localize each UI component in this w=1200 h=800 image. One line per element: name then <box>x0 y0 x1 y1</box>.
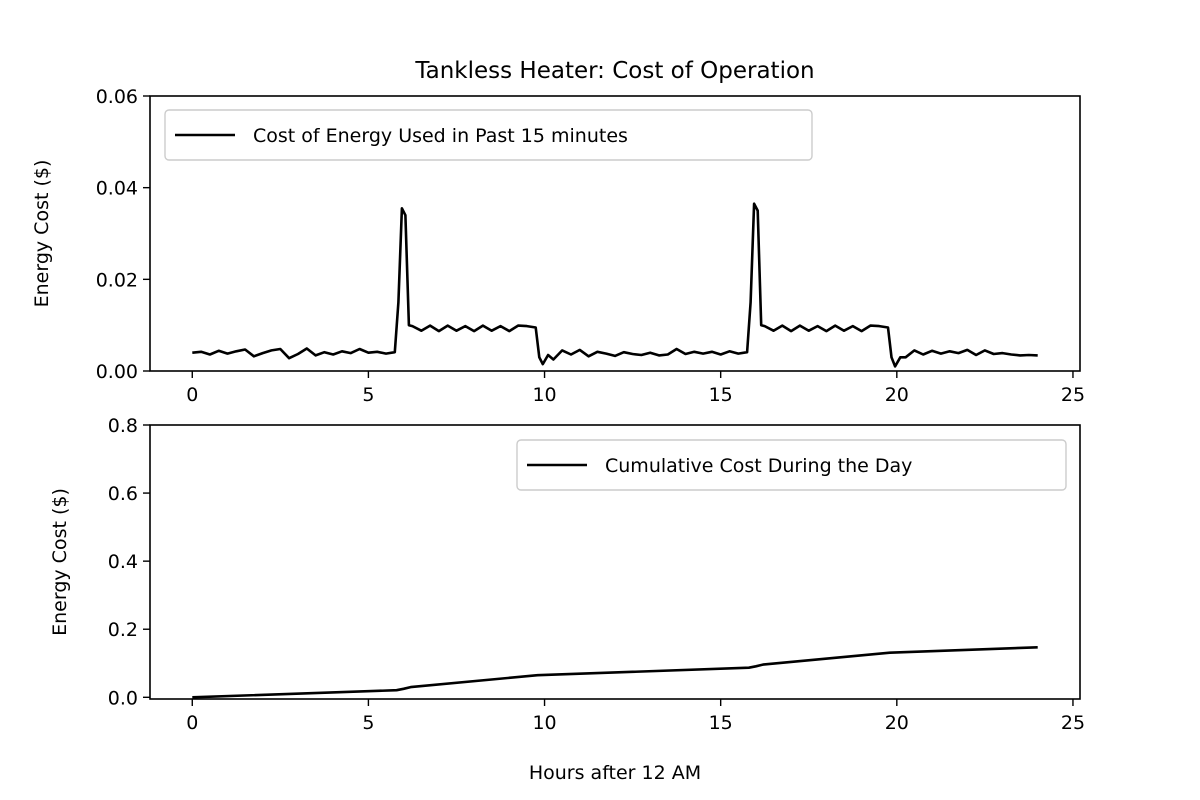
x-tick-label: 10 <box>532 712 556 734</box>
y-axis-label: Energy Cost ($) <box>31 160 53 308</box>
x-tick-label: 20 <box>885 712 909 734</box>
y-tick-label: 0.2 <box>108 619 138 641</box>
axes-frame <box>149 95 1081 372</box>
x-tick-label: 0 <box>186 712 198 734</box>
axes-frame <box>149 424 1081 700</box>
y-tick-label: 0.00 <box>96 361 138 383</box>
legend-label: Cost of Energy Used in Past 15 minutes <box>253 125 628 147</box>
x-tick-label: 15 <box>709 712 733 734</box>
x-tick-label: 10 <box>532 384 556 406</box>
series-line-1-0 <box>192 646 1038 699</box>
y-tick-label: 0.0 <box>108 687 138 709</box>
x-tick-label: 5 <box>362 384 374 406</box>
x-tick-label: 25 <box>1061 384 1085 406</box>
x-tick-label: 15 <box>709 384 733 406</box>
legend-box <box>516 439 1067 491</box>
chart-title: Tankless Heater: Cost of Operation <box>414 58 814 84</box>
y-tick-label: 0.4 <box>108 551 138 573</box>
series-line-0-0 <box>192 202 1038 368</box>
legend-box <box>164 109 813 161</box>
y-tick-label: 0.6 <box>108 483 138 505</box>
x-tick-label: 5 <box>362 712 374 734</box>
y-tick-label: 0.8 <box>108 415 138 437</box>
y-tick-label: 0.02 <box>96 269 138 291</box>
y-tick-label: 0.06 <box>96 86 138 108</box>
x-tick-label: 25 <box>1061 712 1085 734</box>
x-tick-label: 20 <box>885 384 909 406</box>
legend-label: Cumulative Cost During the Day <box>605 455 912 477</box>
y-tick-label: 0.04 <box>96 178 138 200</box>
bottom-panel: 0 5 10 15 20 25 0.0 0.2 0.4 0.6 0.8 Energy Cost ($)… <box>49 415 1085 784</box>
legend: Cost of Energy Used in Past 15 minutes <box>164 109 813 161</box>
legend: Cumulative Cost During the Day <box>516 439 1067 491</box>
y-axis-label: Energy Cost ($) <box>49 488 71 636</box>
x-tick-label: 0 <box>186 384 198 406</box>
x-axis-label: Hours after 12 AM <box>529 762 701 784</box>
top-panel: 0 5 10 15 20 25 0.00 0.02 0.04 0.06 Energy Cost ($… <box>31 86 1085 406</box>
